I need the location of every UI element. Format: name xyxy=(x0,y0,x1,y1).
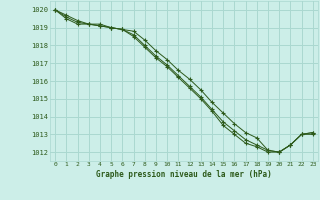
X-axis label: Graphe pression niveau de la mer (hPa): Graphe pression niveau de la mer (hPa) xyxy=(96,170,272,179)
